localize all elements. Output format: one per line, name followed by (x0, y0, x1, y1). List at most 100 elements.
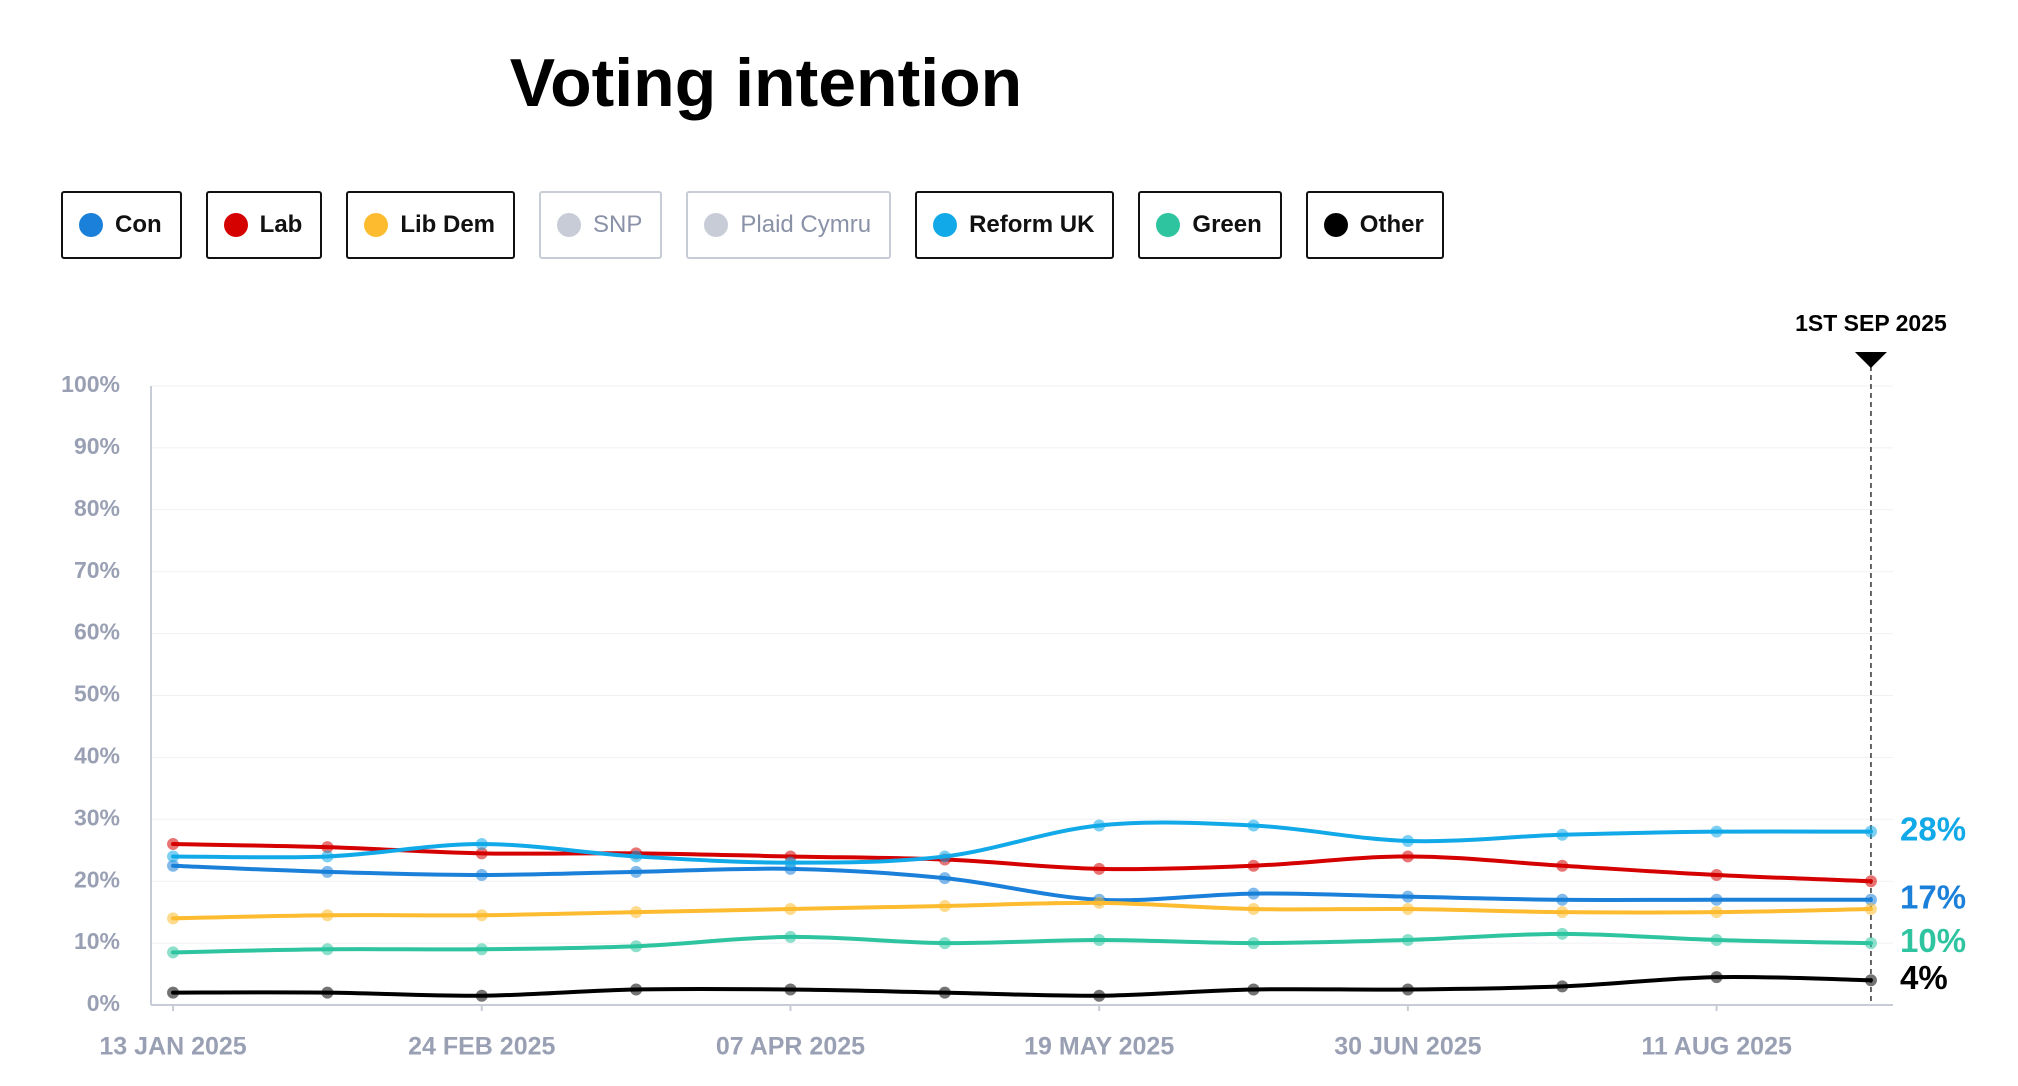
y-tick-label: 50% (74, 681, 120, 707)
data-point (321, 909, 334, 922)
data-point (167, 912, 180, 925)
series-line (171, 974, 1873, 998)
data-point (1093, 934, 1106, 947)
data-point (1247, 859, 1260, 872)
data-point (1401, 903, 1414, 916)
legend-label: Reform UK (969, 211, 1095, 238)
legend-label: Lib Dem (400, 211, 496, 238)
data-point (1556, 893, 1569, 906)
x-tick-label: 07 APR 2025 (716, 1033, 865, 1061)
data-point (1401, 983, 1414, 996)
marker-triangle (1854, 352, 1887, 368)
data-point (1093, 989, 1106, 1002)
end-label: 28% (1900, 810, 1966, 847)
x-tick-label: 30 JUN 2025 (1334, 1033, 1481, 1061)
data-point (1247, 983, 1260, 996)
data-point (1710, 869, 1723, 882)
data-point (167, 838, 180, 851)
data-point (1710, 893, 1723, 906)
legend-button[interactable]: SNP (539, 191, 663, 259)
legend-button[interactable]: Reform UK (915, 191, 1115, 259)
y-tick-label: 70% (74, 557, 120, 583)
data-point (475, 869, 488, 882)
data-point (1864, 937, 1877, 950)
legend-label: Lab (259, 211, 303, 238)
series-line (171, 900, 1873, 921)
data-point (630, 983, 643, 996)
legend-button[interactable]: Lib Dem (346, 191, 516, 259)
legend-swatch (704, 213, 729, 237)
data-point (1247, 903, 1260, 916)
data-point (1864, 903, 1877, 916)
data-point (630, 850, 643, 863)
data-point (938, 937, 951, 950)
legend-swatch (79, 213, 103, 237)
data-point (1247, 887, 1260, 900)
marker-label: 1ST SEP 2025 (1795, 310, 1947, 336)
y-tick-label: 80% (74, 495, 120, 521)
y-tick-label: 100% (61, 371, 120, 397)
data-point (1401, 850, 1414, 863)
data-point (1093, 819, 1106, 832)
x-tick-label: 11 AUG 2025 (1641, 1033, 1792, 1061)
data-point (1401, 934, 1414, 947)
data-point (784, 983, 797, 996)
data-point (321, 986, 334, 999)
data-point (1864, 893, 1877, 906)
series-line (171, 863, 1873, 903)
data-point (938, 872, 951, 885)
y-tick-label: 40% (74, 742, 120, 768)
legend-button[interactable]: Green (1138, 191, 1282, 259)
data-point (1556, 859, 1569, 872)
end-label: 17% (1900, 878, 1966, 915)
y-tick-label: 20% (74, 866, 120, 892)
data-point (475, 847, 488, 860)
x-tick-label: 19 MAY 2025 (1024, 1033, 1174, 1061)
series-line (171, 820, 1873, 865)
data-point (1556, 828, 1569, 841)
data-point (1864, 974, 1877, 987)
series-line (171, 842, 1873, 884)
series-line (171, 931, 1873, 955)
end-label: 4% (1900, 959, 1948, 996)
y-tick-label: 60% (74, 619, 120, 645)
data-point (475, 943, 488, 956)
legend-label: Plaid Cymru (740, 211, 872, 238)
data-point (1710, 906, 1723, 919)
legend-button[interactable]: Lab (205, 191, 323, 259)
legend-swatch (364, 213, 389, 237)
data-point (1247, 937, 1260, 950)
data-point (630, 940, 643, 953)
data-point (1864, 875, 1877, 888)
end-label: 10% (1900, 922, 1966, 959)
y-tick-label: 0% (87, 990, 120, 1016)
legend-label: Other (1359, 211, 1424, 238)
data-point (1556, 980, 1569, 993)
data-point (321, 841, 334, 854)
data-point (784, 856, 797, 869)
data-point (784, 930, 797, 943)
data-point (1401, 834, 1414, 847)
chart-title: Voting intention (510, 45, 1022, 121)
data-point (167, 986, 180, 999)
data-point (1093, 862, 1106, 875)
y-tick-label: 10% (74, 928, 120, 954)
legend-button[interactable]: Con (61, 191, 182, 259)
legend-button[interactable]: Other (1305, 191, 1444, 259)
data-point (475, 909, 488, 922)
data-point (938, 899, 951, 912)
data-point (1710, 934, 1723, 947)
data-point (1710, 971, 1723, 984)
data-point (1556, 906, 1569, 919)
data-point (1864, 825, 1877, 838)
x-tick-label: 13 JAN 2025 (99, 1033, 246, 1061)
legend-label: Green (1192, 211, 1262, 238)
data-point (475, 838, 488, 851)
data-point (938, 850, 951, 863)
data-point (321, 865, 334, 878)
data-point (167, 859, 180, 872)
legend-swatch (933, 213, 958, 237)
legend: Con Lab Lib Dem SNP Plaid Cymru Reform UK Gree… (61, 191, 1444, 259)
legend-button[interactable]: Plaid Cymru (686, 191, 892, 259)
